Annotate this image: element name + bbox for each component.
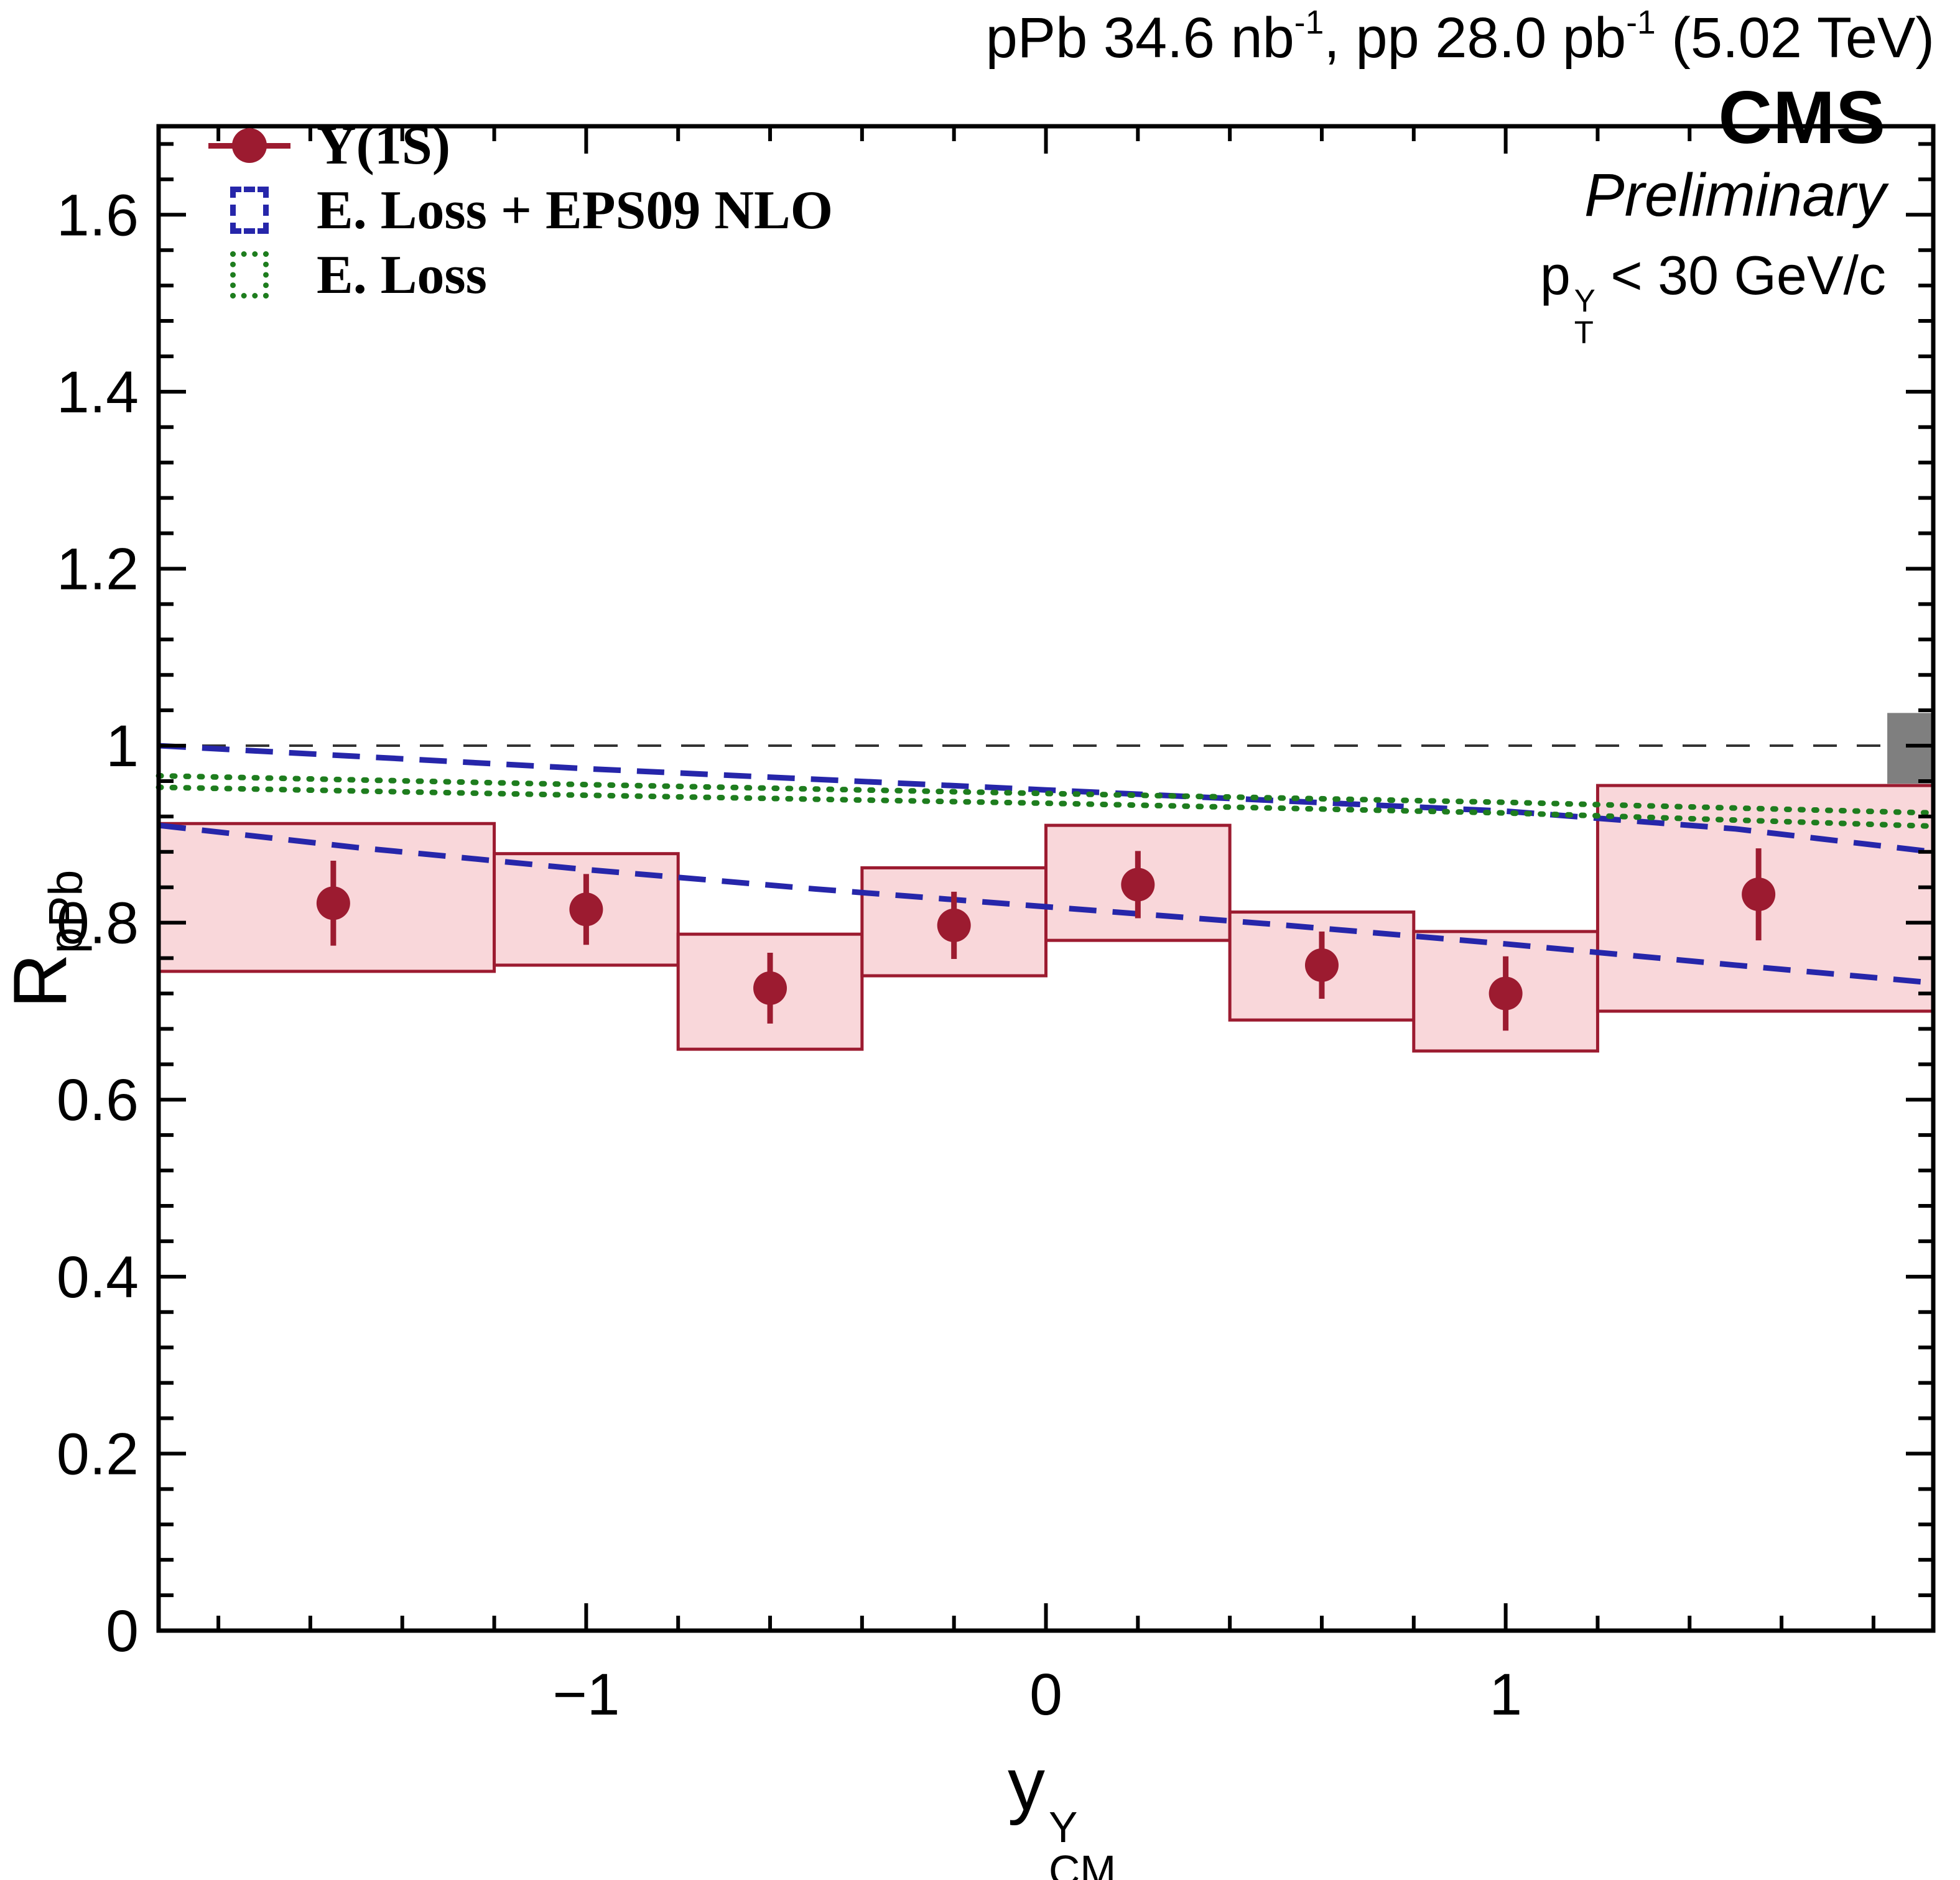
title-part: , pp 28.0 pb	[1324, 6, 1627, 70]
data-point-1	[569, 892, 603, 927]
pt-superscript: Υ	[1574, 283, 1595, 319]
y-tick-label: 1.6	[57, 182, 139, 248]
x-title-subscript: CM	[1049, 1846, 1117, 1880]
x-tick-label: −1	[552, 1662, 620, 1728]
y-tick-label: 1	[106, 713, 139, 779]
legend-item-eloss-eps09: E. Loss + EPS09 NLO	[208, 178, 833, 243]
eloss-eps09-band-sample	[208, 178, 290, 243]
legend-item-upsilon-1s: Υ(1S)	[208, 113, 833, 178]
data-point-3	[937, 908, 971, 942]
pt-base: p	[1540, 244, 1571, 306]
y-title-base: R	[0, 953, 83, 1009]
data-point-6	[1489, 976, 1523, 1011]
data-marker-sample	[208, 113, 290, 178]
pt-subscript: T	[1574, 315, 1594, 351]
y-tick-label: 0	[106, 1598, 139, 1664]
x-title-subsup-stack: Υ CM	[1049, 1806, 1116, 1880]
legend: Υ(1S) E. Loss + EPS09 NLO E. Loss	[208, 113, 833, 307]
eloss-eps09-upper-curve	[158, 743, 1934, 855]
title-part: pPb 34.6 nb	[985, 6, 1294, 70]
cms-label: CMS	[1718, 76, 1886, 159]
x-tick-label: 1	[1489, 1662, 1522, 1728]
eloss-upper-curve	[156, 772, 1936, 816]
luminosity-uncertainty-box	[1887, 713, 1933, 784]
y-tick-label: 0.6	[57, 1067, 139, 1133]
y-tick-label: 1.2	[57, 536, 139, 602]
title-superscript: -1	[1626, 4, 1656, 41]
marker-dot-icon	[232, 128, 267, 163]
pt-cut-value: < 30 GeV/c	[1595, 244, 1886, 306]
dashed-box-icon	[230, 187, 269, 234]
y-tick-label: 0.2	[57, 1421, 139, 1487]
eloss-band-sample	[208, 243, 290, 307]
x-tick-label: 0	[1029, 1662, 1062, 1728]
dotted-box-icon	[230, 251, 269, 299]
legend-item-eloss: E. Loss	[208, 243, 833, 307]
y-tick-label: 1.4	[57, 359, 139, 425]
x-title-base: y	[1008, 1743, 1045, 1826]
data-point-2	[753, 971, 787, 1005]
data-point-7	[1742, 877, 1776, 912]
y-axis-title: RpPb	[0, 870, 93, 1009]
eloss-lower-curve	[156, 784, 1936, 830]
preliminary-label: Preliminary	[1584, 161, 1886, 229]
legend-label-eloss: E. Loss	[317, 244, 487, 305]
lumi-energy-title: pPb 34.6 nb-1, pp 28.0 pb-1 (5.02 TeV)	[986, 4, 1934, 71]
legend-label-eloss-eps09: E. Loss + EPS09 NLO	[317, 180, 834, 241]
data-point-4	[1121, 868, 1155, 902]
legend-label-upsilon: Υ(1S)	[317, 115, 451, 176]
y-title-subscript: pPb	[40, 869, 93, 954]
eloss-eps09-lower-curve	[158, 822, 1934, 986]
y-tick-label: 0.8	[57, 891, 139, 956]
data-point-0	[316, 886, 350, 920]
data-point-5	[1304, 948, 1339, 982]
title-part: (5.02 TeV)	[1655, 6, 1934, 70]
x-title-superscript: Υ	[1049, 1803, 1078, 1852]
y-tick-label: 0.4	[57, 1244, 139, 1310]
title-superscript: -1	[1294, 4, 1324, 41]
x-axis-title: y Υ CM	[1008, 1741, 1116, 1880]
